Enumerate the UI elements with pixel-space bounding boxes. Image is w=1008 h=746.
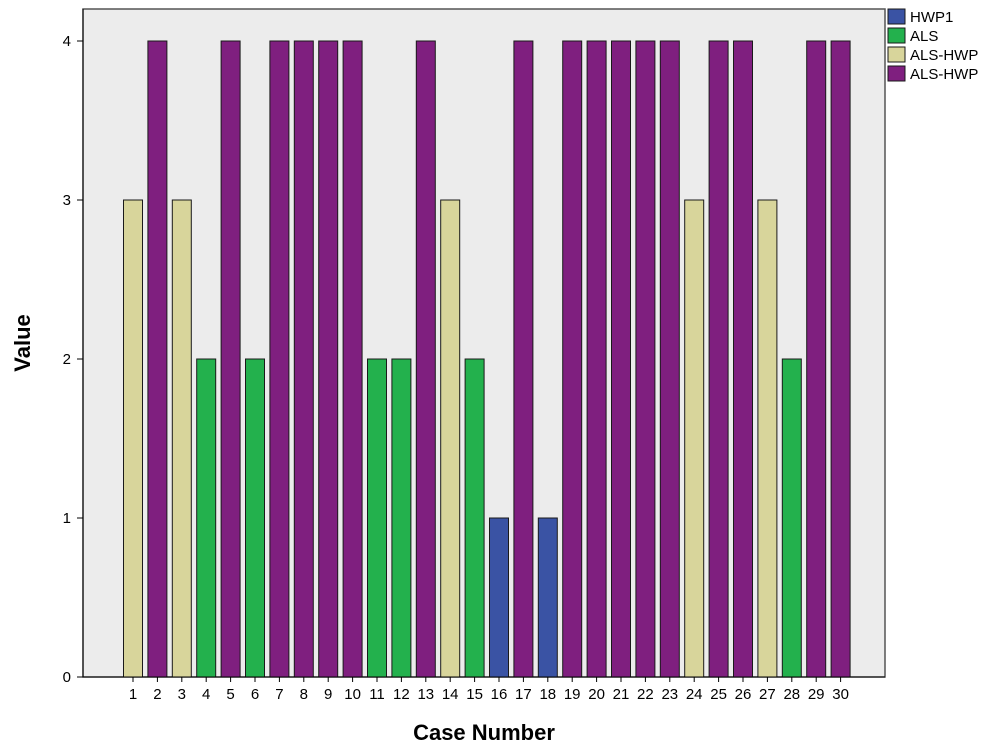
axes-group [82, 9, 885, 678]
y-ticks-group: 0 1 2 3 4 [63, 33, 83, 686]
bar-case-8 [293, 40, 314, 678]
bar-case-4 [196, 358, 217, 678]
x-tick-label: 1 [129, 686, 137, 703]
bar-case-29 [806, 40, 827, 678]
x-tick-label: 3 [178, 686, 186, 703]
bar-case-19 [562, 40, 583, 678]
x-tick-label: 15 [466, 686, 483, 703]
x-tick-label: 9 [324, 686, 332, 703]
bar-case-21 [611, 40, 631, 678]
x-tick-label: 13 [417, 686, 434, 703]
bar-case-20 [586, 40, 607, 678]
legend-swatch [887, 46, 906, 63]
bar-case-12 [391, 358, 412, 678]
legend-swatch [887, 65, 906, 82]
x-tick-label: 22 [637, 686, 654, 703]
x-tick-label: 17 [515, 686, 532, 703]
x-tick-label: 14 [442, 686, 459, 703]
bar-case-15 [464, 358, 485, 678]
x-tick-label: 18 [539, 686, 556, 703]
x-tick-label: 8 [300, 686, 308, 703]
bar-case-5 [220, 40, 241, 678]
legend-swatch [887, 27, 906, 44]
x-tick-label: 25 [710, 686, 727, 703]
x-tick-label: 24 [686, 686, 703, 703]
y-tick-label: 4 [63, 33, 71, 50]
bar-case-23 [659, 40, 680, 678]
bar-case-13 [415, 40, 436, 678]
legend-label: ALS-HWP [910, 47, 978, 64]
bar-case-11 [367, 358, 387, 678]
x-tick-label: 30 [832, 686, 849, 703]
x-axis-title: Case Number [413, 720, 555, 745]
x-tick-label: 21 [613, 686, 630, 703]
legend-label: HWP1 [910, 9, 953, 26]
legend-swatch [887, 8, 906, 25]
x-tick-label: 7 [275, 686, 283, 703]
bar-case-9 [318, 40, 339, 678]
x-tick-label: 16 [491, 686, 508, 703]
x-tick-label: 28 [783, 686, 800, 703]
bar-case-17 [513, 40, 534, 678]
bar-case-24 [684, 199, 705, 678]
bar-case-6 [245, 358, 265, 678]
legend: HWP1 ALS ALS-HWP ALS-HWP [887, 8, 978, 83]
bars-group [123, 40, 851, 678]
x-ticks-group: 1 2 3 4 5 6 7 8 9 10 11 12 13 14 15 16 17 18 19 20 21 22 23 24 2… [129, 677, 849, 703]
y-axis-title: Value [10, 314, 35, 371]
legend-label: ALS-HWP [910, 66, 978, 83]
x-tick-label: 29 [808, 686, 825, 703]
x-tick-label: 27 [759, 686, 776, 703]
x-tick-label: 12 [393, 686, 410, 703]
y-tick-label: 3 [63, 192, 71, 209]
x-tick-label: 26 [735, 686, 752, 703]
bar-case-10 [342, 40, 363, 678]
x-tick-label: 4 [202, 686, 210, 703]
bar-case-22 [635, 40, 656, 678]
y-tick-label: 0 [63, 669, 71, 686]
bar-case-3 [171, 199, 192, 678]
y-tick-label: 2 [63, 351, 71, 368]
bar-case-26 [733, 40, 753, 678]
x-tick-label: 19 [564, 686, 581, 703]
x-tick-label: 6 [251, 686, 259, 703]
bar-case-16 [489, 517, 509, 678]
bar-case-28 [781, 358, 802, 678]
x-tick-label: 20 [588, 686, 605, 703]
bar-case-2 [147, 40, 168, 678]
bar-case-30 [830, 40, 851, 678]
bar-case-27 [757, 199, 778, 678]
x-tick-label: 23 [661, 686, 678, 703]
y-tick-label: 1 [63, 510, 71, 527]
x-tick-label: 10 [344, 686, 361, 703]
bar-case-1 [123, 199, 143, 678]
bar-case-18 [537, 517, 558, 678]
bar-case-14 [440, 199, 461, 678]
x-tick-label: 11 [369, 686, 385, 703]
x-tick-label: 2 [153, 686, 161, 703]
bar-case-25 [708, 40, 729, 678]
x-tick-label: 5 [226, 686, 234, 703]
legend-label: ALS [910, 28, 938, 45]
bar-case-7 [269, 40, 290, 678]
